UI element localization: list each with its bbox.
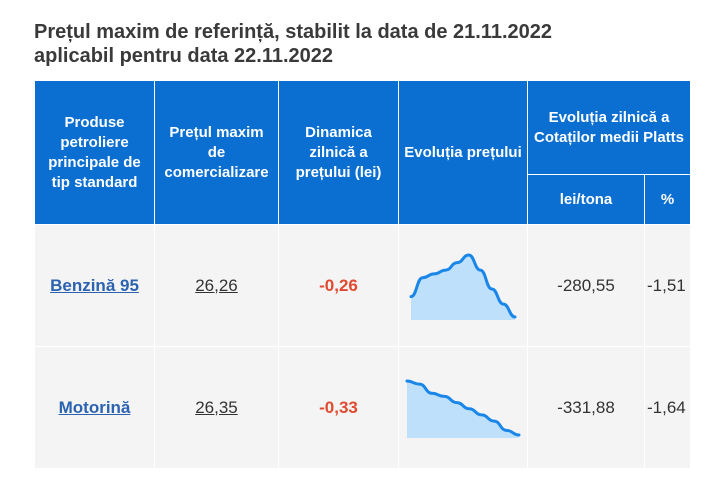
platts-pct-value: -1,64 [647,397,686,417]
title-line-1: Prețul maxim de referință, stabilit la d… [34,21,553,43]
header-product: Produse petroliere principale de tip sta… [34,80,155,225]
max-price-link[interactable]: 26,35 [195,397,238,417]
platts-lei-value: -280,55 [557,275,615,295]
evolution-cell [398,346,528,469]
dynamics-cell: -0,26 [278,224,399,347]
platts-pct-cell: -1,64 [644,346,691,469]
dynamics-cell: -0,33 [278,346,399,469]
title-line-2: aplicabil pentru data 22.11.2022 [34,45,334,67]
platts-pct-cell: -1,51 [644,224,691,347]
max-price-cell: 26,35 [154,346,279,469]
sparkline-area [407,380,519,438]
sparkline-line [405,379,521,436]
header-lei-tona: lei/tona [527,174,645,225]
max-price-link[interactable]: 26,26 [195,275,238,295]
product-link-benzina-95[interactable]: Benzină 95 [50,275,139,295]
platts-lei-cell: -331,88 [527,346,645,469]
fuel-prices-table: Produse petroliere principale de tip sta… [34,80,691,469]
dynamics-value: -0,26 [319,275,358,295]
platts-lei-cell: -280,55 [527,224,645,347]
header-dynamics: Dinamica zilnică a prețului (lei) [278,80,399,225]
platts-lei-value: -331,88 [557,397,615,417]
product-cell: Benzină 95 [34,224,155,347]
evolution-cell [398,224,528,347]
table-row: Motorină 26,35 -0,33 -331,88 -1,64 [34,346,691,469]
page-title: Prețul maxim de referință, stabilit la d… [34,20,694,68]
sparkline-area-chart-icon [405,379,521,438]
max-price-cell: 26,26 [154,224,279,347]
product-cell: Motorină [34,346,155,469]
sparkline-line [409,252,517,318]
header-percent: % [644,174,691,225]
header-platts: Evoluția zilnică a Cotaților medii Platt… [527,80,691,175]
product-link-motorina[interactable]: Motorină [58,397,131,417]
platts-pct-value: -1,51 [647,275,686,295]
dynamics-value: -0,33 [319,397,358,417]
header-evolution: Evoluția prețului [398,80,528,225]
table-row: Benzină 95 26,26 -0,26 -280,55 -1,51 [34,224,691,347]
sparkline-area [411,254,515,320]
sparkline-area-chart-icon [409,252,517,320]
header-max-price: Prețul maxim de comercializare [154,80,279,225]
